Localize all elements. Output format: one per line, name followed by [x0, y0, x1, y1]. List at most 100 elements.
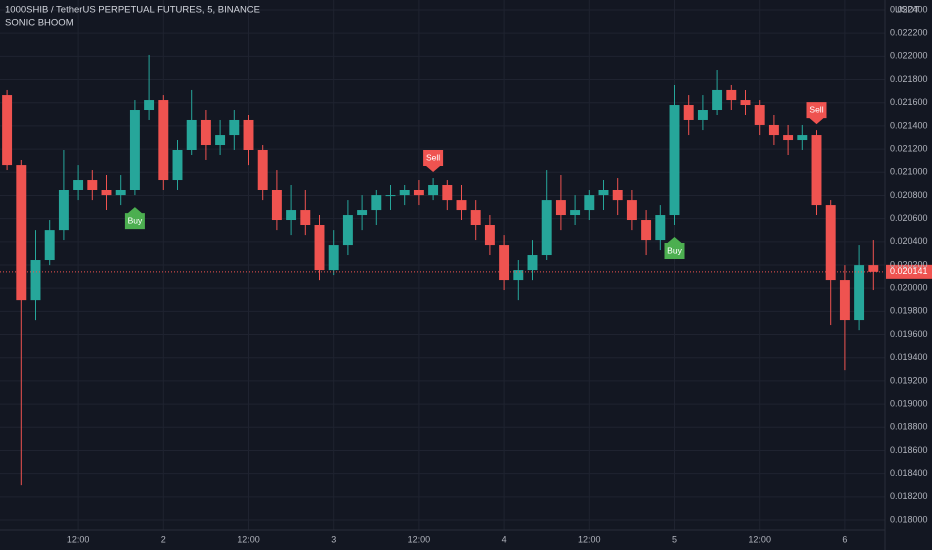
candle-body	[555, 200, 566, 216]
candle-body	[271, 189, 282, 221]
candle-body	[570, 210, 581, 216]
candle-body	[854, 265, 865, 321]
candle-body	[626, 200, 637, 221]
y-tick-label: 0.021800	[890, 74, 928, 84]
x-tick-label: 6	[842, 534, 847, 544]
x-tick-label: 12:00	[408, 534, 431, 544]
candle-body	[797, 135, 808, 141]
candle-body	[399, 189, 410, 196]
candle-body	[2, 95, 13, 166]
candle-body	[584, 195, 595, 211]
candle-body	[541, 200, 552, 256]
y-tick-label: 0.020200	[890, 259, 928, 269]
candle-body	[726, 89, 737, 101]
y-tick-label: 0.020800	[890, 190, 928, 200]
candle-body	[527, 255, 538, 271]
y-tick-label: 0.019400	[890, 352, 928, 362]
candle-body	[314, 225, 325, 271]
signal-label: Sell	[809, 104, 823, 114]
x-tick-label: 12:00	[748, 534, 771, 544]
y-tick-label: 0.021600	[890, 97, 928, 107]
sell-signal	[423, 150, 444, 173]
candle-body	[229, 119, 240, 136]
candle-body	[58, 189, 69, 231]
x-tick-label: 2	[161, 534, 166, 544]
candle-body	[598, 189, 609, 196]
x-tick-label: 3	[331, 534, 336, 544]
candle-body	[839, 280, 850, 321]
currency: USDT	[895, 4, 920, 14]
symbol-title: 1000SHIB / TetherUS PERPETUAL FUTURES, 5…	[5, 5, 260, 16]
candle-body	[115, 189, 126, 196]
y-tick-label: 0.021000	[890, 167, 928, 177]
candle-body	[16, 165, 27, 301]
sell-signal	[806, 102, 827, 125]
candle-body	[30, 260, 41, 301]
candle-body	[186, 119, 197, 151]
y-tick-label: 0.022200	[890, 28, 928, 38]
signal-label: Sell	[426, 152, 440, 162]
y-tick-label: 0.018600	[890, 445, 928, 455]
candle-body	[158, 100, 169, 181]
signal-label: Buy	[667, 245, 682, 255]
candle-body	[484, 225, 495, 246]
x-tick-label: 5	[672, 534, 677, 544]
candle-body	[286, 210, 297, 221]
candle-body	[172, 150, 183, 181]
candle-body	[357, 210, 368, 216]
candle-body	[754, 105, 765, 125]
candle-body	[371, 195, 382, 211]
indicator-name: SONIC BHOOM	[5, 18, 74, 29]
candle-body	[442, 185, 453, 201]
candle-body	[740, 100, 751, 106]
y-tick-label: 0.018800	[890, 422, 928, 432]
candle-body	[712, 89, 723, 111]
y-tick-label: 0.021200	[890, 143, 928, 153]
candle-body	[328, 245, 339, 271]
y-tick-label: 0.022000	[890, 51, 928, 61]
buy-signal	[124, 207, 145, 230]
candle-body	[470, 210, 481, 226]
y-tick-label: 0.019800	[890, 306, 928, 316]
last-price-tag	[886, 264, 932, 279]
candle-body	[783, 135, 794, 141]
y-tick-label: 0.018400	[890, 468, 928, 478]
x-tick-label: 12:00	[67, 534, 90, 544]
candle-body	[499, 245, 510, 281]
candle-body	[811, 135, 822, 206]
candle-body	[697, 110, 708, 120]
candle-body	[641, 220, 652, 241]
candle-body	[868, 265, 879, 272]
candle-body	[73, 180, 84, 190]
candle-body	[300, 210, 311, 226]
y-tick-label: 0.018000	[890, 514, 928, 524]
candle-body	[243, 119, 254, 151]
candles	[2, 54, 879, 486]
candle-body	[129, 110, 140, 190]
candle-body	[101, 189, 112, 196]
candle-body	[669, 105, 680, 216]
y-tick-label: 0.020000	[890, 283, 928, 293]
candle-body	[44, 230, 55, 261]
candle-body	[683, 105, 694, 120]
y-tick-label: 0.019600	[890, 329, 928, 339]
last-price-label: 0.020141	[890, 266, 928, 276]
buy-signal	[664, 237, 685, 260]
candle-body	[215, 135, 226, 146]
candle-body	[413, 189, 424, 196]
candle-body	[456, 200, 467, 211]
candle-body	[428, 185, 439, 196]
x-tick-label: 4	[502, 534, 507, 544]
candle-body	[200, 119, 211, 146]
overlay: 0.020141 Buy Sell Buy Sell	[0, 102, 932, 279]
candle-body	[825, 205, 836, 281]
candle-body	[385, 195, 396, 197]
grid	[0, 0, 885, 530]
y-tick-label: 0.019000	[890, 398, 928, 408]
y-tick-label: 0.018200	[890, 491, 928, 501]
candle-body	[342, 215, 353, 246]
x-tick-label: 12:00	[578, 534, 601, 544]
candle-body	[87, 180, 98, 190]
x-tick-label: 12:00	[237, 534, 260, 544]
y-tick-label: 0.022400	[890, 4, 928, 14]
